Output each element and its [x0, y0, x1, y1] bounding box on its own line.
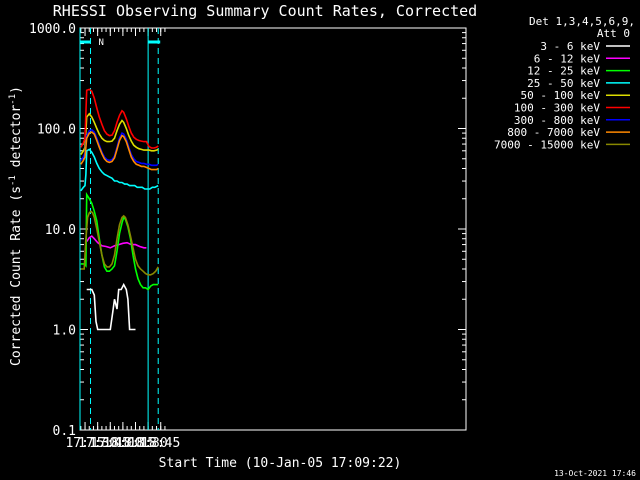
series-line	[80, 148, 159, 192]
x-axis-label: Start Time (10-Jan-05 17:09:22)	[159, 456, 402, 471]
series-line	[80, 210, 159, 276]
legend-entry-label: 3 - 6 keV	[540, 40, 600, 53]
x-tick-label: 17:45	[91, 436, 130, 451]
y-axis-label-sup2: -1	[8, 94, 18, 105]
series-line	[80, 128, 159, 167]
x-tick-label: 18:45	[141, 436, 180, 451]
x-tick-label: 17:15	[65, 436, 104, 451]
series-line	[80, 131, 159, 171]
x-tick-label: 18:00	[103, 436, 142, 451]
chart-title: RHESSI Observing Summary Count Rates, Co…	[53, 2, 477, 20]
y-tick-label: 10.0	[45, 223, 76, 238]
legend-entry-label: 25 - 50 keV	[527, 77, 600, 90]
y-tick-label: 1.0	[53, 324, 76, 339]
legend-entry-label: 6 - 12 keV	[534, 52, 601, 65]
legend-entry-label: 50 - 100 keV	[521, 89, 601, 102]
legend-entry-label: 100 - 300 keV	[514, 102, 600, 115]
series-line	[80, 191, 159, 291]
night-flag-label: N	[99, 38, 104, 48]
legend-header: Det 1,3,4,5,6,9,	[529, 15, 635, 28]
x-tick-label: 18:15	[116, 436, 155, 451]
legend-entry-label: 800 - 7000 keV	[507, 126, 600, 139]
x-tick-label: 17:30	[78, 436, 117, 451]
y-tick-label: 100.0	[37, 123, 76, 138]
plot-area	[79, 27, 467, 431]
y-axis-label-mid: detector	[9, 105, 24, 176]
legend-entry-label: 7000 - 15000 keV	[494, 138, 600, 151]
series-line	[86, 235, 147, 249]
series-line	[80, 88, 159, 149]
footer-timestamp: 13-Oct-2021 17:46	[554, 469, 636, 478]
series-line	[86, 282, 136, 331]
y-axis-label-sup1: -1	[8, 175, 18, 186]
y-axis-label-end: )	[9, 86, 24, 94]
y-tick-label: 0.1	[53, 424, 76, 439]
legend-entry-label: 300 - 800 keV	[514, 114, 600, 127]
series-line	[80, 112, 159, 156]
y-axis-label: Corrected Count Rate (s-1 detector-1)	[8, 86, 24, 366]
y-axis-label-start: Corrected Count Rate (s	[9, 186, 24, 366]
legend-entry-label: 12 - 25 keV	[527, 65, 600, 78]
y-tick-label: 1000.0	[29, 22, 76, 37]
x-tick-label: 18:30	[129, 436, 168, 451]
legend-att: Att 0	[597, 27, 630, 40]
